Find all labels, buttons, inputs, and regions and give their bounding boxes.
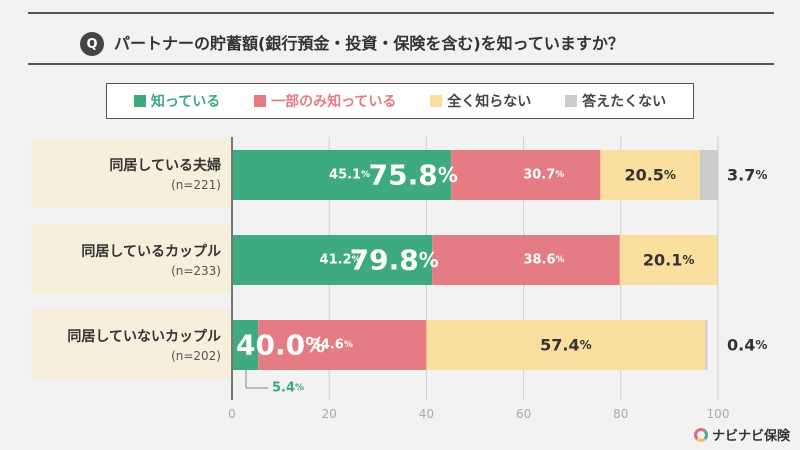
- bar-0-3: [700, 150, 718, 200]
- value-label-0-3: 3.7%: [727, 166, 767, 185]
- legend-label-no-answer: 答えたくない: [582, 94, 667, 110]
- value-label-2-1: 34.6%: [312, 338, 353, 353]
- value-label-2-2: 57.4%: [540, 336, 592, 355]
- legend-swatch-no-answer: [565, 95, 578, 107]
- bar-2-3: [705, 320, 708, 370]
- row-label-married: 同居している夫婦 (n=221): [31, 138, 231, 208]
- x-tick-label-4: 80: [613, 407, 628, 421]
- legend: 知っている 一部のみ知っている 全く知らない 答えたくない: [106, 83, 694, 119]
- total-label-2: 40.0%: [236, 329, 325, 362]
- bar-0-1: [451, 150, 601, 200]
- x-tick-label-1: 20: [322, 407, 337, 421]
- legend-item-no-answer: 答えたくない: [565, 91, 666, 111]
- bar-2-2: [426, 320, 706, 370]
- bar-1-1: [432, 235, 620, 285]
- y-axis-line: [231, 137, 233, 400]
- row-title-separate: 同居していないカップル: [67, 328, 221, 345]
- x-tick-label-5: 100: [707, 407, 730, 421]
- x-tick-label-0: 0: [228, 407, 236, 421]
- legend-swatch-partial: [254, 95, 267, 107]
- title-rule: [28, 63, 774, 65]
- total-label-1: 79.8%: [350, 244, 439, 277]
- brand-logo: ナビナビ保険: [693, 425, 790, 444]
- bar-2-0: [232, 320, 259, 370]
- row-n-married: (n=221): [171, 177, 221, 192]
- value-label-1-2: 20.1%: [643, 251, 695, 270]
- legend-swatch-unknown: [430, 95, 443, 107]
- bar-1-0: [232, 235, 433, 285]
- brand-icon: [693, 427, 708, 442]
- x-tick-label-2: 40: [419, 407, 434, 421]
- bar-2-1: [258, 320, 427, 370]
- total-label-0: 75.8%: [369, 159, 458, 192]
- row-title-couple: 同居しているカップル: [81, 243, 221, 260]
- value-label-0-0: 45.1%: [329, 168, 370, 183]
- top-rule: [28, 12, 774, 14]
- value-label-0-1: 30.7%: [523, 168, 564, 183]
- legend-item-partial: 一部のみ知っている: [254, 91, 396, 111]
- row-label-couple: 同居しているカップル (n=233): [31, 224, 231, 294]
- question-badge: Q: [80, 32, 104, 56]
- legend-label-know: 知っている: [150, 94, 221, 110]
- legend-label-partial: 一部のみ知っている: [271, 94, 397, 110]
- bar-1-2: [619, 235, 718, 285]
- value-label-1-0: 41.2%: [320, 253, 361, 268]
- legend-swatch-know: [133, 95, 146, 107]
- row-label-separate: 同居していないカップル (n=202): [31, 309, 231, 379]
- value-label-2-0: 5.4%: [272, 381, 304, 396]
- row-n-separate: (n=202): [171, 348, 221, 363]
- legend-item-know: 知っている: [133, 91, 221, 111]
- bar-0-2: [600, 150, 701, 200]
- legend-item-unknown: 全く知らない: [430, 91, 531, 111]
- value-label-2-3: 0.4%: [727, 336, 767, 355]
- value-label-0-2: 20.5%: [624, 166, 676, 185]
- question-title: パートナーの貯蓄額(銀行預金・投資・保険を含む)を知っていますか？: [114, 34, 624, 53]
- legend-label-unknown: 全く知らない: [447, 94, 532, 110]
- value-label-1-1: 38.6%: [523, 253, 564, 268]
- x-tick-label-3: 60: [516, 407, 531, 421]
- brand-name: ナビナビ保険: [711, 429, 790, 444]
- row-title-married: 同居している夫婦: [109, 157, 221, 174]
- row-n-couple: (n=233): [171, 263, 221, 278]
- bar-0-0: [232, 150, 452, 200]
